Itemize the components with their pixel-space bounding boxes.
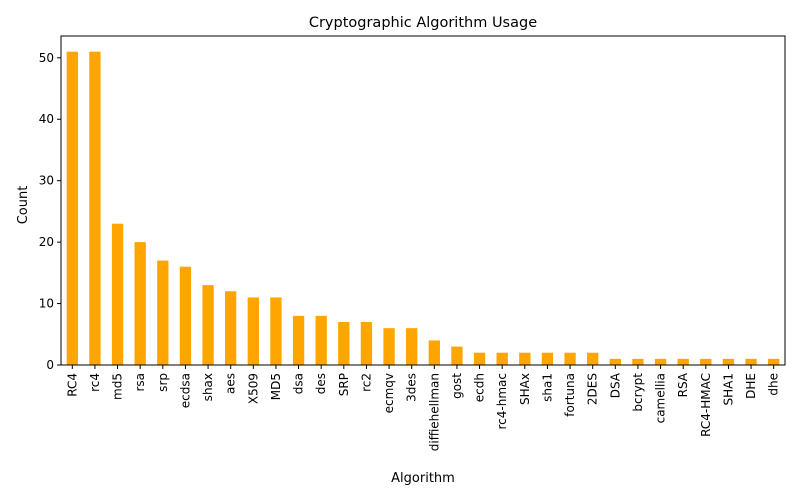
bar-SRP: [338, 321, 350, 365]
y-tick-label: 10: [39, 297, 54, 311]
bar-ecdh: [473, 352, 486, 365]
x-tick-label: ecmqv: [382, 373, 396, 413]
bar-X509: [247, 297, 259, 365]
y-axis: 0 10 20 30 40 50: [39, 51, 61, 372]
bar-ecmqv: [383, 328, 395, 365]
x-tick-label: fortuna: [563, 373, 577, 417]
bar-DSA: [609, 358, 621, 365]
x-tick-label: diffiehellman: [427, 373, 441, 451]
bar-des: [315, 315, 327, 365]
bar-DHE: [745, 358, 757, 365]
bar-ecdsa: [179, 266, 192, 365]
bar-camellia: [654, 358, 667, 365]
x-tick-label: MD5: [269, 373, 283, 400]
x-tick-label: sha1: [540, 373, 554, 402]
plot-frame: [60, 35, 786, 366]
x-tick-label: ecdh: [473, 373, 487, 402]
bar-MD5: [270, 297, 282, 365]
x-tick-label: SHA1: [721, 373, 735, 405]
x-tick-label: shax: [201, 373, 215, 401]
bar-rsa: [134, 242, 146, 365]
bar-rc2: [360, 321, 373, 365]
x-tick-label: gost: [450, 373, 464, 399]
x-tick-label: RSA: [676, 372, 690, 397]
bar-dsa: [292, 315, 305, 365]
chart-title: Cryptographic Algorithm Usage: [309, 15, 537, 31]
x-tick-label: rc4: [88, 373, 102, 392]
x-tick-label: md5: [111, 373, 125, 400]
bar-SHA1: [722, 358, 735, 365]
y-tick-label: 50: [39, 51, 54, 65]
x-tick-label: rsa: [133, 373, 147, 392]
x-tick-label: X509: [246, 373, 260, 404]
bar-SHAx: [519, 352, 531, 365]
x-tick-label: rc4-hmac: [495, 373, 509, 429]
x-tick-label: dsa: [292, 373, 306, 394]
x-tick-label: SHAx: [518, 373, 532, 405]
bar-sha1: [541, 352, 554, 365]
bar-RSA: [677, 358, 689, 365]
bar-aes: [225, 291, 237, 365]
y-tick-label: 30: [39, 174, 54, 188]
x-tick-label: 3des: [405, 373, 419, 402]
x-tick-label: RC4: [65, 373, 79, 397]
x-tick-label: SRP: [337, 373, 351, 396]
x-tick-label: aes: [224, 373, 238, 394]
y-tick-label: 0: [46, 358, 54, 372]
bar-3des: [406, 328, 418, 365]
x-tick-label: ecdsa: [178, 373, 192, 408]
bar-dhe: [768, 358, 780, 365]
bar-diffiehellman: [428, 340, 440, 365]
bar-rc4: [89, 51, 101, 366]
x-axis-label: Algorithm: [391, 471, 455, 486]
x-tick-label: des: [314, 373, 328, 394]
x-tick-label: DHE: [744, 373, 758, 399]
bar-md5: [111, 223, 124, 365]
bar-RC4-HMAC: [700, 358, 712, 365]
bar-RC4: [66, 51, 78, 366]
x-tick-label: DSA: [608, 372, 622, 398]
x-tick-label: camellia: [654, 373, 668, 423]
x-tick-label: 2DES: [586, 373, 600, 405]
x-tick-label: srp: [156, 373, 170, 392]
bar-fortuna: [564, 352, 576, 365]
y-tick-label: 20: [39, 235, 54, 249]
x-tick-label: dhe: [767, 373, 781, 396]
bar-srp: [157, 260, 169, 365]
x-axis: RC4 rc4 md5 rsa srp ecdsa shax aes X509 MD5 dsa des…: [65, 365, 781, 451]
x-tick-label: rc2: [359, 373, 373, 392]
bar-shax: [202, 285, 214, 365]
y-tick-label: 40: [39, 112, 54, 126]
bar-bcrypt: [632, 358, 644, 365]
x-tick-label: RC4-HMAC: [699, 373, 713, 437]
bar-gost: [451, 346, 463, 365]
x-tick-label: bcrypt: [631, 373, 645, 412]
bar-rc4-hmac: [496, 352, 508, 365]
y-axis-label: Count: [16, 186, 31, 225]
bar-2DES: [587, 352, 599, 365]
bars-group: [66, 51, 780, 366]
